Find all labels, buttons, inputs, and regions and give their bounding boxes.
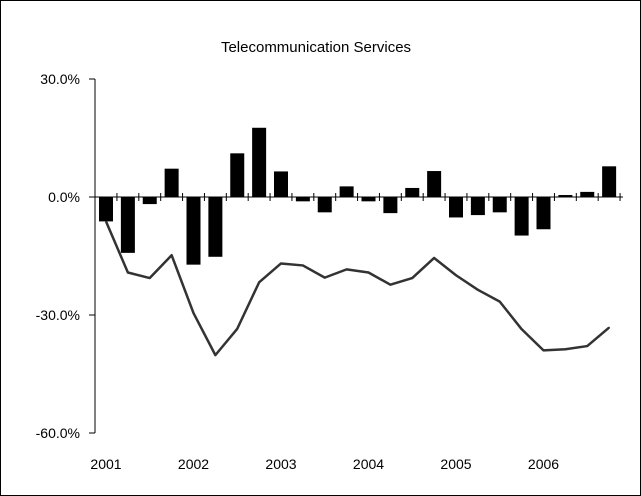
line-point-8 bbox=[280, 262, 282, 265]
line-layer bbox=[104, 220, 610, 357]
line-point-13 bbox=[389, 283, 392, 286]
line-point-4 bbox=[192, 312, 195, 314]
bar-9 bbox=[295, 197, 310, 202]
line-point-17 bbox=[477, 289, 479, 291]
x-tick-label-5: 2006 bbox=[528, 456, 559, 472]
bar-18 bbox=[492, 197, 507, 213]
line-point-7 bbox=[258, 281, 260, 284]
bar-21 bbox=[558, 195, 573, 197]
bar-13 bbox=[383, 197, 398, 214]
line-point-3 bbox=[170, 254, 173, 257]
axes-layer bbox=[89, 78, 623, 434]
y-tick-label-2: -30.0% bbox=[36, 307, 80, 323]
bars-layer bbox=[99, 127, 617, 265]
bar-14 bbox=[405, 187, 420, 197]
line-point-23 bbox=[608, 326, 610, 329]
bar-8 bbox=[274, 171, 288, 197]
line-point-1 bbox=[127, 271, 129, 274]
bar-5 bbox=[208, 197, 223, 257]
line-point-11 bbox=[345, 268, 348, 271]
bar-16 bbox=[449, 197, 463, 218]
x-tick-label-4: 2005 bbox=[440, 456, 471, 472]
line-point-21 bbox=[564, 348, 567, 351]
line-point-10 bbox=[323, 276, 326, 279]
line-point-2 bbox=[148, 277, 151, 279]
line-point-16 bbox=[455, 274, 457, 277]
bar-2 bbox=[142, 197, 157, 205]
bar-23 bbox=[602, 166, 617, 197]
line-point-15 bbox=[433, 257, 435, 259]
line-point-19 bbox=[520, 328, 523, 330]
line-point-0 bbox=[105, 220, 107, 223]
cumulative-line bbox=[104, 220, 610, 357]
bar-1 bbox=[120, 197, 135, 253]
x-tick-label-3: 2004 bbox=[353, 456, 384, 472]
line-point-5 bbox=[214, 354, 217, 356]
bar-17 bbox=[470, 197, 485, 216]
y-tick-label-1: 0.0% bbox=[48, 189, 80, 205]
bar-3 bbox=[164, 168, 179, 197]
y-tick-label-0: 30.0% bbox=[40, 71, 80, 87]
bar-7 bbox=[252, 127, 267, 197]
line-point-6 bbox=[236, 327, 239, 330]
line-point-22 bbox=[586, 345, 589, 347]
bar-10 bbox=[317, 197, 332, 213]
line-point-18 bbox=[498, 300, 501, 303]
line-point-12 bbox=[367, 271, 370, 274]
x-tick-label-2: 2003 bbox=[265, 456, 296, 472]
bar-12 bbox=[361, 197, 376, 202]
chart-title: Telecommunication Services bbox=[221, 39, 411, 56]
x-tick-label-1: 2002 bbox=[178, 456, 209, 472]
bar-11 bbox=[339, 186, 354, 197]
line-point-14 bbox=[411, 277, 414, 279]
bar-4 bbox=[186, 197, 201, 265]
bar-22 bbox=[580, 191, 595, 197]
bar-20 bbox=[536, 197, 551, 230]
bar-6 bbox=[230, 153, 245, 197]
line-point-20 bbox=[542, 349, 545, 352]
bar-15 bbox=[427, 171, 442, 197]
x-tick-label-0: 2001 bbox=[90, 456, 121, 472]
bar-0 bbox=[99, 197, 113, 222]
labels-layer: 30.0% 0.0% -30.0% -60.0% 2001 2002 2003 2004 200… bbox=[36, 71, 560, 472]
y-tick-label-3: -60.0% bbox=[36, 425, 80, 441]
bar-19 bbox=[514, 197, 529, 236]
line-point-9 bbox=[302, 264, 304, 267]
